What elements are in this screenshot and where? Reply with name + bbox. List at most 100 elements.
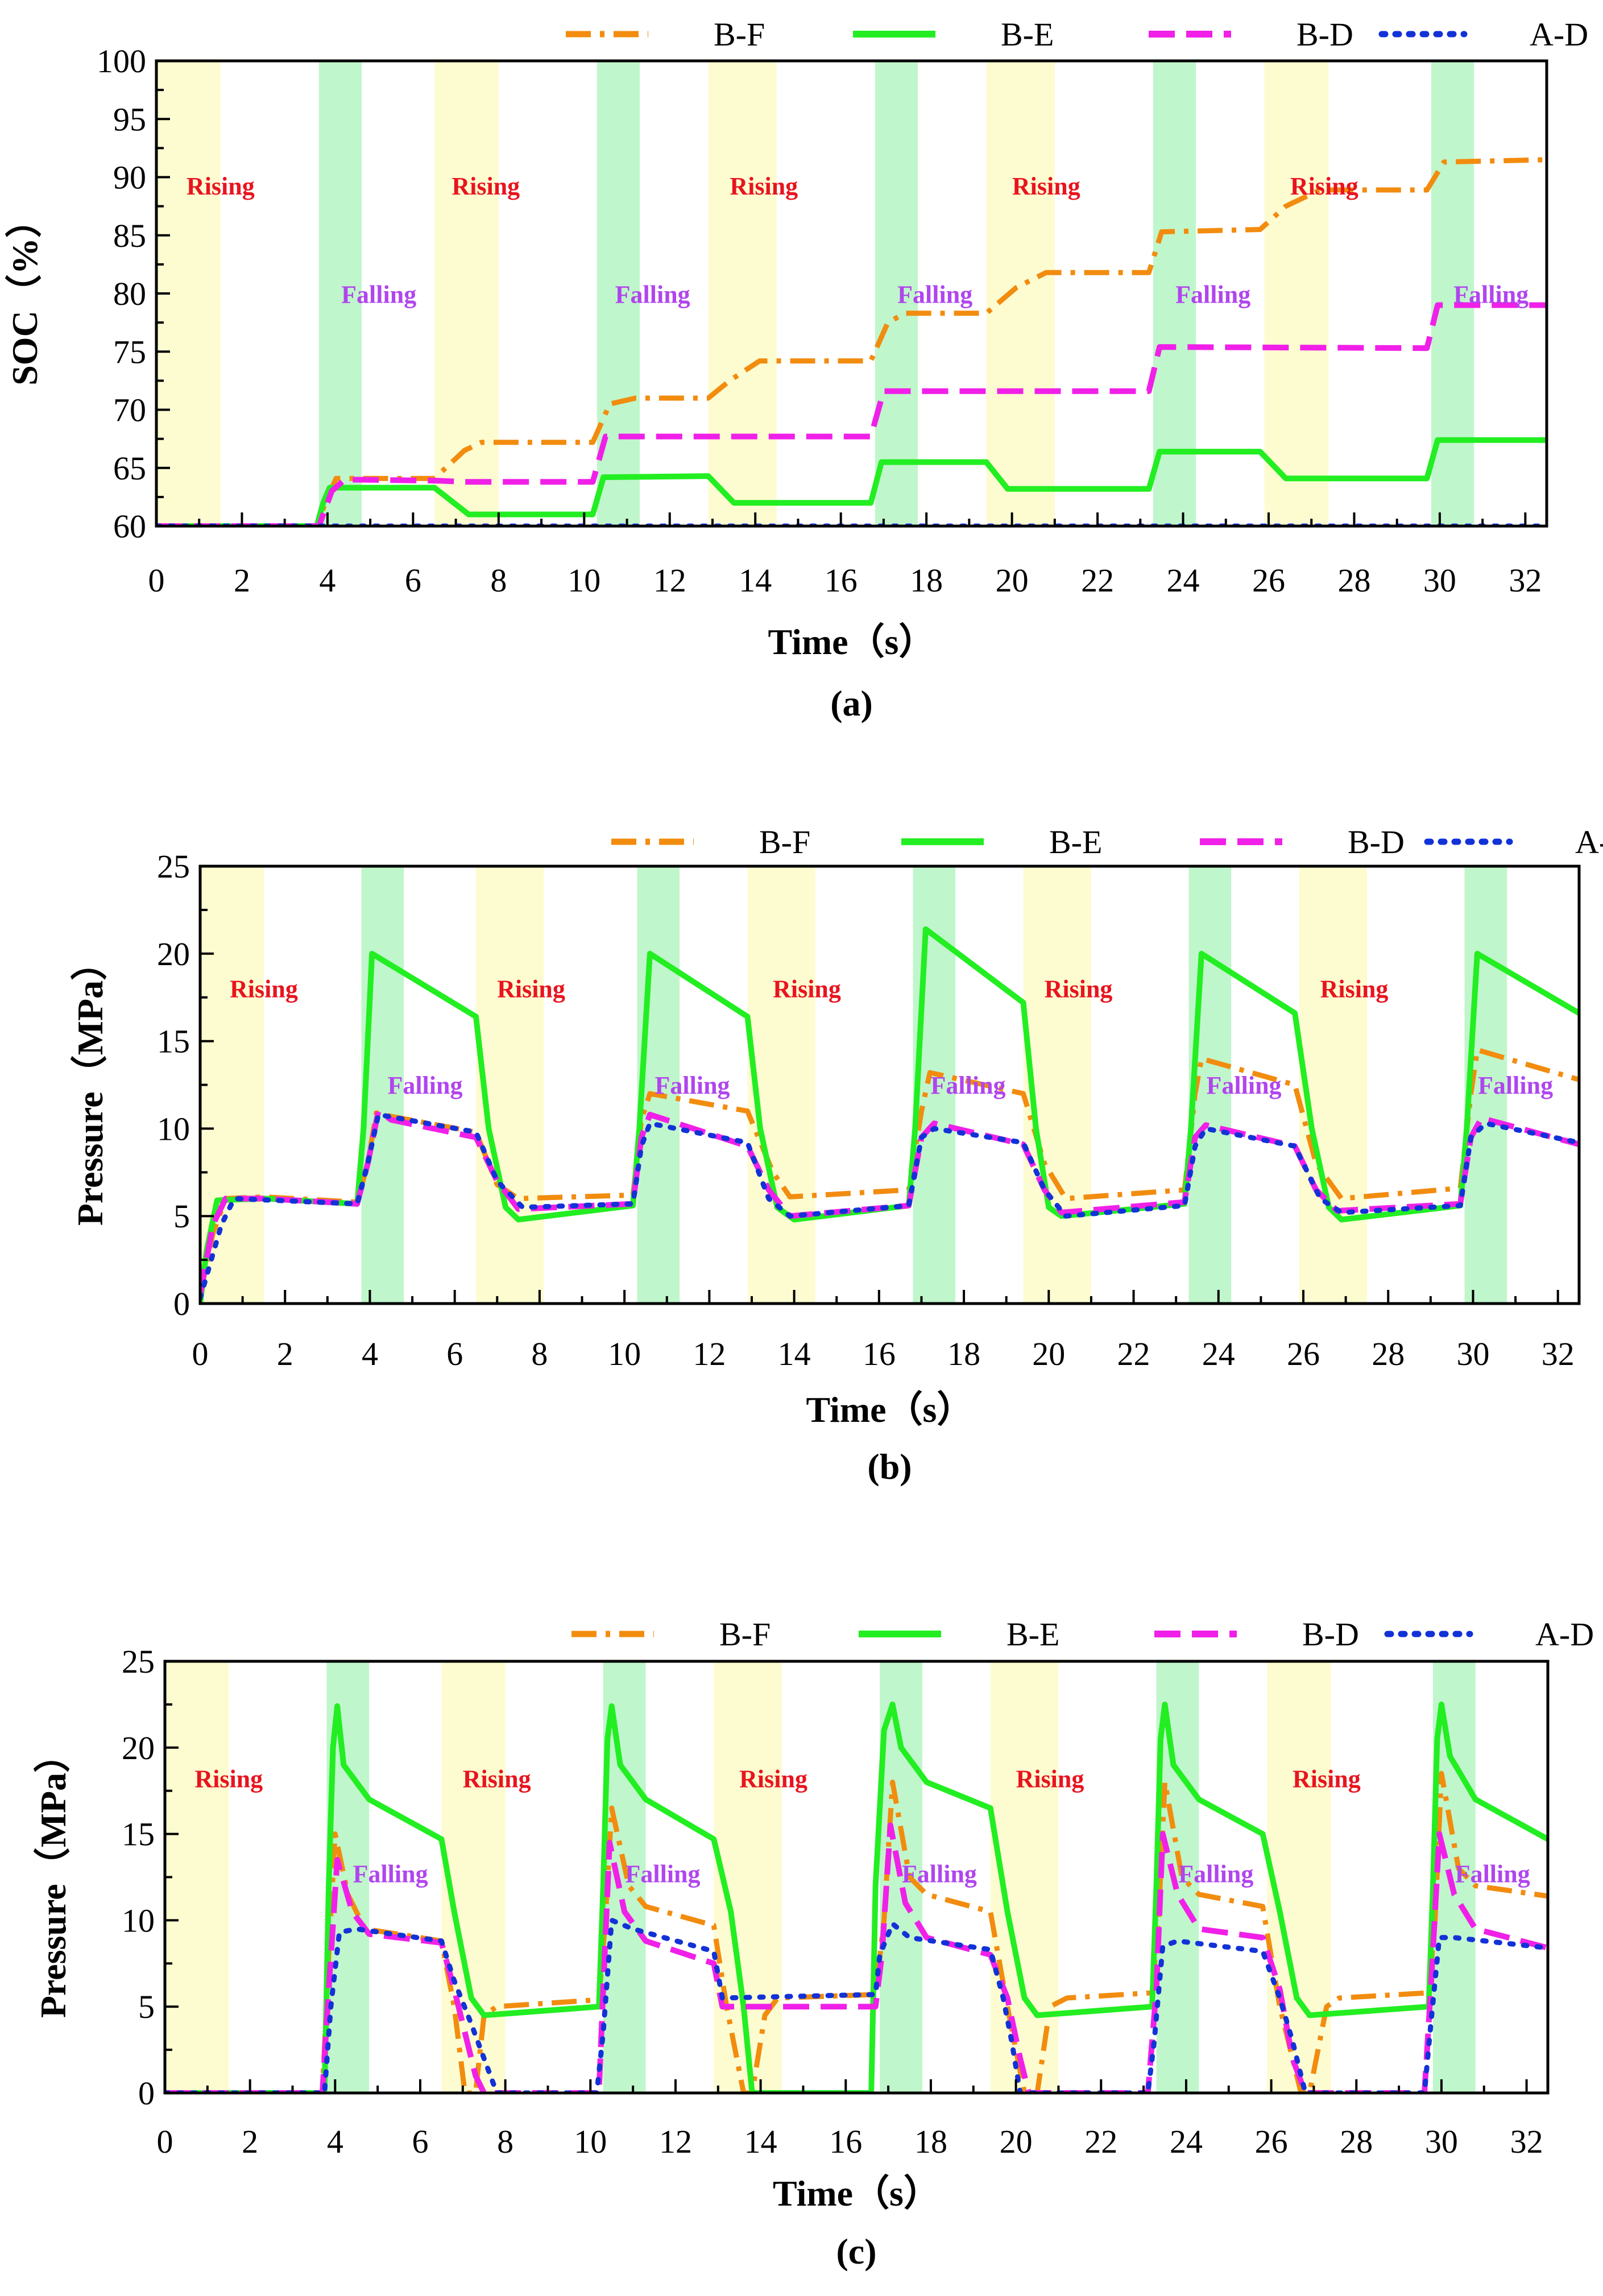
series-lines [200, 926, 1579, 1304]
legend-label-b-e: B-E [1001, 16, 1054, 53]
y-axis: 0 5 10 15 20 25 [122, 1643, 179, 2112]
rising-label: Rising [1290, 172, 1358, 200]
rising-label: Rising [1012, 172, 1080, 200]
y-tick-label: 10 [122, 1902, 155, 1939]
y-tick-label: 20 [122, 1730, 155, 1767]
x-axis: 0 2 4 6 8 10 12 14 16 18 20 22 24 26 28 30 32 [192, 1290, 1575, 1372]
y-axis-title: SOC（%） [5, 201, 45, 386]
falling-label: Falling [341, 280, 416, 308]
x-tick-label: 26 [1287, 1335, 1320, 1372]
falling-label: Falling [1453, 280, 1529, 308]
x-tick-label: 32 [1542, 1335, 1575, 1372]
falling-label: Falling [902, 1860, 977, 1888]
y-tick-label: 5 [138, 1988, 155, 2025]
y-axis-title: Pressure（MPa） [33, 1736, 73, 2018]
x-tick-label: 22 [1081, 562, 1114, 599]
x-tick-label: 18 [947, 1335, 980, 1372]
rising-band [476, 866, 544, 1304]
x-tick-label: 16 [829, 2123, 862, 2160]
series-line-b-f [156, 157, 1547, 526]
x-tick-label: 10 [608, 1335, 641, 1372]
series-line-b-f [165, 1770, 1548, 2093]
rising-band [441, 1661, 506, 2093]
x-tick-label: 6 [446, 1335, 463, 1372]
x-tick-label: 0 [157, 2123, 173, 2160]
legend-label-b-d: B-D [1297, 16, 1353, 53]
x-tick-label: 14 [778, 1335, 811, 1372]
legend-label-a-d: A-D [1535, 1616, 1594, 1653]
falling-label: Falling [1178, 1860, 1253, 1888]
phase-bands [156, 61, 1474, 526]
x-tick-label: 24 [1170, 2123, 1203, 2160]
x-tick-label: 4 [319, 562, 335, 599]
rising-label: Rising [1045, 975, 1113, 1003]
x-tick-label: 24 [1167, 562, 1200, 599]
falling-label: Falling [655, 1072, 730, 1099]
legend-label-b-e: B-E [1049, 824, 1102, 861]
x-axis: 0 2 4 6 8 10 12 14 16 18 20 22 24 26 28 30 32 [148, 512, 1542, 599]
y-axis: 60 65 70 75 80 85 90 95 100 [97, 43, 170, 545]
rising-label: Rising [194, 1765, 263, 1793]
panel-caption: (a) [830, 683, 873, 723]
legend-label-b-e: B-E [1006, 1616, 1059, 1653]
x-tick-label: 24 [1202, 1335, 1235, 1372]
rising-label: Rising [452, 172, 520, 200]
x-tick-label: 4 [327, 2123, 343, 2160]
x-tick-label: 28 [1340, 2123, 1373, 2160]
falling-band [1153, 61, 1196, 526]
y-tick-label: 90 [113, 159, 146, 196]
legend-label-a-d: A-D [1575, 824, 1603, 861]
rising-label: Rising [463, 1765, 531, 1793]
x-tick-label: 22 [1117, 1335, 1150, 1372]
series-line-b-d [200, 1108, 1579, 1296]
x-tick-label: 10 [568, 562, 600, 599]
x-tick-label: 12 [653, 562, 686, 599]
rising-label: Rising [739, 1765, 807, 1793]
y-axis-title: Pressure（MPa） [70, 944, 110, 1226]
rising-band [708, 61, 777, 526]
panel-caption: (c) [836, 2231, 876, 2272]
rising-label: Rising [1293, 1765, 1361, 1793]
x-tick-label: 8 [490, 562, 507, 599]
y-tick-label: 25 [122, 1643, 155, 1680]
x-tick-label: 28 [1372, 1335, 1405, 1372]
x-tick-label: 20 [996, 562, 1029, 599]
series-lines [156, 157, 1547, 526]
rising-label: Rising [730, 172, 798, 200]
legend-label-a-d: A-D [1530, 16, 1588, 53]
panel-caption: (b) [867, 1446, 912, 1487]
chart-panel-b: Rising Rising Rising Rising Rising Falling Fal… [70, 824, 1603, 1487]
rising-band [1023, 866, 1091, 1304]
rising-band [1264, 61, 1329, 526]
legend-label-b-f: B-F [714, 16, 765, 53]
falling-label: Falling [897, 280, 972, 308]
y-tick-label: 20 [157, 936, 190, 973]
rising-label: Rising [187, 172, 255, 200]
series-line-b-e [156, 437, 1547, 526]
legend-label-b-f: B-F [759, 824, 810, 861]
y-axis: 0 5 10 15 20 25 [157, 848, 214, 1322]
x-axis-title: Time（s） [773, 2173, 940, 2214]
x-tick-label: 28 [1337, 562, 1370, 599]
y-tick-label: 0 [138, 2075, 155, 2112]
falling-label: Falling [353, 1860, 428, 1888]
chart-panel-c: Rising Rising Rising Rising Rising Falling Fal… [33, 1616, 1594, 2272]
x-tick-label: 12 [659, 2123, 692, 2160]
y-tick-label: 60 [113, 508, 146, 545]
series-lines [165, 1701, 1548, 2093]
series-line-b-e [165, 1701, 1548, 2093]
series-line-b-e [200, 926, 1579, 1304]
x-tick-label: 32 [1510, 2123, 1543, 2160]
y-tick-label: 70 [113, 392, 146, 429]
falling-label: Falling [931, 1072, 1006, 1099]
y-tick-label: 85 [113, 217, 146, 254]
x-tick-label: 2 [234, 562, 250, 599]
falling-label: Falling [1175, 280, 1250, 308]
falling-label: Falling [387, 1072, 462, 1099]
rising-label: Rising [230, 975, 298, 1003]
rising-label: Rising [497, 975, 565, 1003]
y-tick-label: 75 [113, 333, 146, 370]
x-tick-label: 0 [192, 1335, 209, 1372]
x-tick-label: 20 [1032, 1335, 1065, 1372]
